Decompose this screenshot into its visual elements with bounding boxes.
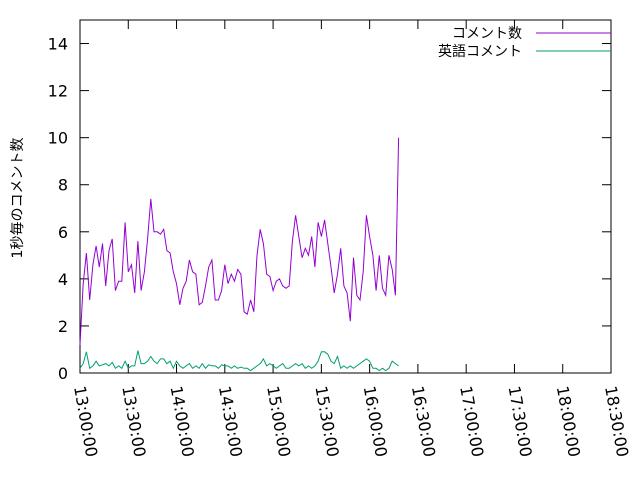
- y-tick-label: 8: [58, 176, 68, 195]
- x-tick-label: 13:30:00: [118, 384, 149, 458]
- x-tick-label: 13:00:00: [70, 384, 101, 458]
- y-tick-label: 14: [48, 35, 68, 54]
- x-tick-label: 15:00:00: [263, 384, 294, 458]
- series-line-2: [79, 350, 399, 372]
- plot-border: [79, 19, 612, 374]
- y-tick-label: 10: [48, 129, 68, 148]
- plot-frame: [79, 19, 612, 374]
- y-tick-label: 6: [58, 223, 68, 242]
- y-tick-label: 4: [58, 270, 68, 289]
- x-tick-label: 18:30:00: [601, 384, 632, 458]
- x-tick-label: 14:30:00: [215, 384, 246, 458]
- x-tick-label: 15:30:00: [311, 384, 342, 458]
- x-tick-label: 18:00:00: [553, 384, 584, 458]
- x-tick-label: 14:00:00: [167, 384, 198, 458]
- y-tick-label: 12: [48, 82, 68, 101]
- x-tick-label: 16:00:00: [360, 384, 391, 458]
- y-tick-label: 0: [58, 364, 68, 383]
- legend-label-2: 英語コメント: [438, 43, 522, 60]
- legend-label-1: コメント数: [452, 26, 522, 42]
- x-tick-label: 17:00:00: [456, 384, 487, 458]
- series-line-1: [79, 137, 400, 345]
- axis-ticks: 0 2 4 6 8 10 12 14 13:00:00 13:30:00 14:00:00 14:30…: [48, 20, 632, 458]
- x-tick-label: 17:30:00: [505, 384, 536, 458]
- x-tick-label: 16:30:00: [408, 384, 439, 458]
- y-tick-label: 2: [58, 317, 68, 336]
- series-group: [79, 137, 400, 372]
- y-axis-label: 1秒毎のコメント数: [10, 138, 26, 259]
